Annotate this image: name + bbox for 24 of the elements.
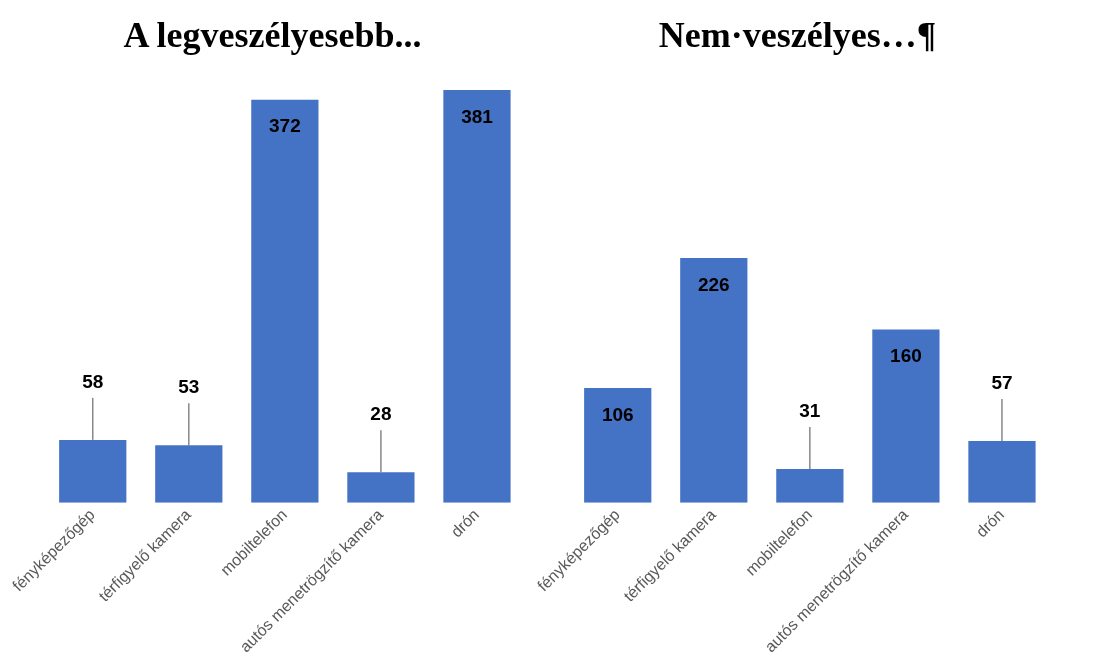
bar [155, 445, 223, 503]
data-label: 106 [601, 403, 634, 425]
data-label: 160 [890, 345, 922, 367]
data-label: 226 [697, 273, 730, 295]
chart-title: A legveszélyesebb... [122, 14, 423, 56]
bar [776, 469, 844, 503]
data-label: 31 [799, 399, 821, 421]
data-label: 372 [269, 115, 301, 137]
bar [251, 99, 319, 503]
x-tick-label: drón [972, 505, 1008, 541]
bar [584, 387, 652, 503]
bar [59, 439, 127, 503]
data-label: 57 [991, 371, 1013, 393]
data-label: 53 [178, 376, 200, 398]
x-tick-label: drón [447, 505, 483, 541]
data-label: 381 [461, 105, 494, 127]
bar [968, 440, 1036, 503]
bar [347, 472, 415, 503]
data-label: 58 [82, 370, 104, 392]
chart-title: Nem·veszélyes…¶ [657, 14, 938, 56]
data-label: 28 [370, 403, 392, 425]
bar [872, 329, 940, 503]
bar [680, 257, 748, 503]
bar [443, 90, 511, 503]
